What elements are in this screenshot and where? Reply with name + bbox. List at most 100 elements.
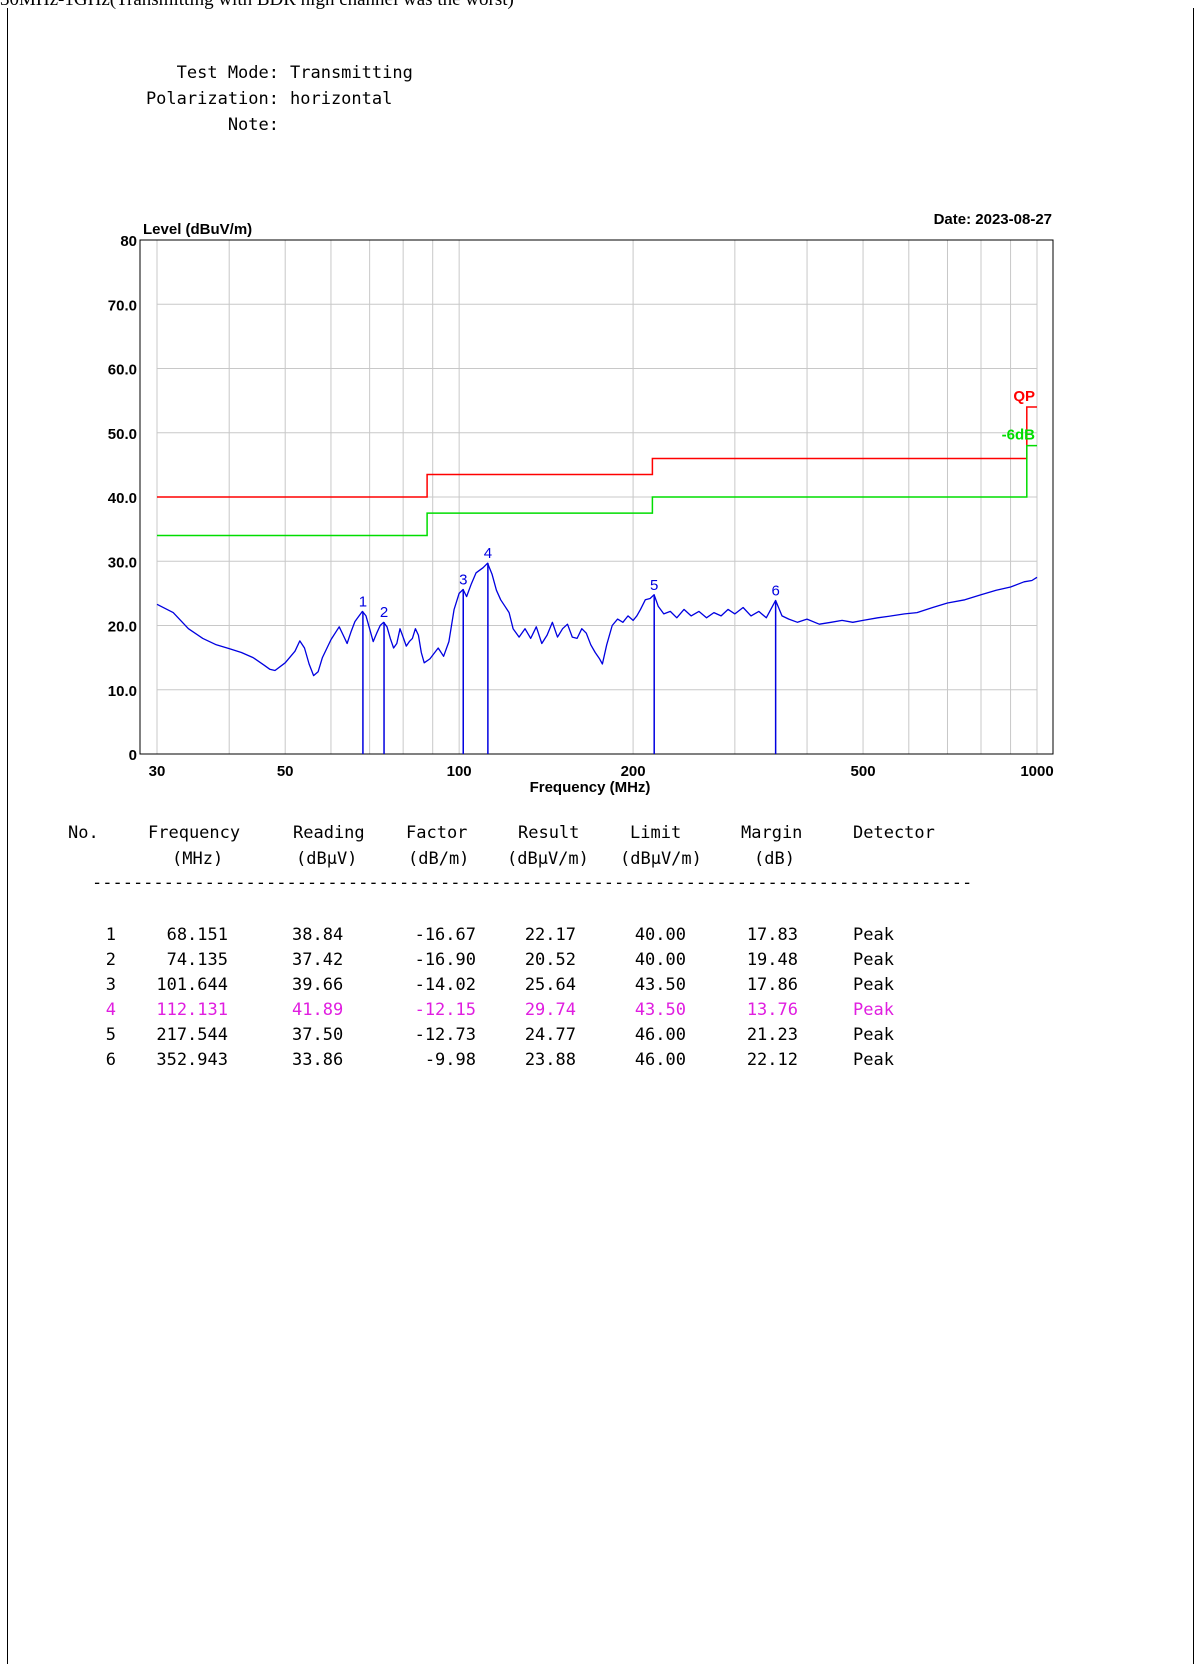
table-cell-reading: 37.50 [292, 1025, 344, 1045]
table-cell-margin: 21.23 [746, 1025, 798, 1045]
margin-limit-line [157, 444, 1037, 537]
table-cell-limit: 46.00 [634, 1025, 686, 1045]
table-cell-detector: Peak [853, 950, 894, 970]
table-cell-margin: 19.48 [746, 950, 798, 970]
table-cell-no: 5 [105, 1025, 116, 1045]
y-tick-label: 30.0 [108, 554, 137, 571]
table-cell-detector: Peak [853, 1000, 894, 1020]
emission-chart: 0 10.0 20.0 30.0 40.0 50.0 60.0 70.0 80 30 50 100 20… [108, 211, 1054, 796]
measurement-trace [156, 562, 1038, 677]
table-header-unit: (dBµV) [296, 849, 358, 869]
y-tick-label: 40.0 [108, 490, 137, 507]
table-cell-margin: 13.76 [746, 1000, 798, 1020]
chart-date: Date: 2023-08-27 [934, 211, 1052, 228]
table-cell-detector: Peak [853, 1050, 894, 1070]
table-cell-limit: 43.50 [634, 975, 686, 995]
table-header-cell: Reading [293, 823, 365, 843]
table-cell-reading: 38.84 [292, 925, 344, 945]
table-header-unit: (dBµV/m) [620, 849, 702, 869]
table-header-cell: Margin [741, 823, 803, 843]
table-header-cell: Result [518, 823, 580, 843]
y-tick-label: 80 [120, 233, 137, 250]
table-cell-result: 29.74 [524, 1000, 576, 1020]
table-separator: ----------------------------------------… [92, 873, 973, 893]
y-tick-label: 60.0 [108, 362, 137, 379]
table-cell-limit: 40.00 [634, 925, 686, 945]
table-header-cell: No. [68, 823, 99, 843]
table-header-unit: (dBµV/m) [507, 849, 589, 869]
marker-label: 3 [459, 571, 467, 588]
marker-label: 1 [359, 594, 367, 611]
x-axis-label: Frequency (MHz) [530, 779, 651, 796]
table-header-cell: Detector [853, 823, 935, 843]
table-cell-margin: 22.12 [746, 1050, 798, 1070]
table-cell-factor: -9.98 [424, 1050, 476, 1070]
table-cell-reading: 41.89 [292, 1000, 344, 1020]
table-cell-reading: 33.86 [292, 1050, 344, 1070]
table-cell-no: 1 [105, 925, 116, 945]
table-cell-factor: -16.90 [414, 950, 476, 970]
table-cell-no: 2 [105, 950, 116, 970]
table-cell-factor: -12.73 [414, 1025, 476, 1045]
table-cell-reading: 39.66 [292, 975, 344, 995]
polarization-value: horizontal [290, 89, 393, 109]
table-cell-limit: 43.50 [634, 1000, 686, 1020]
table-cell-limit: 40.00 [634, 950, 686, 970]
y-tick-label: 20.0 [108, 619, 137, 636]
table-cell-margin: 17.83 [746, 925, 798, 945]
margin-limit-label: -6dB [1002, 427, 1036, 444]
y-tick-label: 0 [129, 747, 137, 764]
table-cell-no: 4 [105, 1000, 116, 1020]
table-cell-factor: -14.02 [414, 975, 476, 995]
polarization-label: Polarization: [145, 89, 279, 109]
x-tick-label: 100 [447, 763, 472, 780]
table-cell-no: 6 [105, 1050, 116, 1070]
table-cell-frequency: 74.135 [166, 950, 228, 970]
page-frame [7, 8, 1194, 1664]
table-cell-detector: Peak [853, 1025, 894, 1045]
table-cell-factor: -12.15 [414, 1000, 476, 1020]
plot-frame [139, 239, 1054, 755]
table-cell-frequency: 352.943 [156, 1050, 228, 1070]
table-cell-result: 24.77 [524, 1025, 576, 1045]
qp-limit-label: QP [1013, 388, 1035, 405]
table-cell-no: 3 [105, 975, 116, 995]
table-header-unit: (MHz) [172, 849, 224, 869]
x-tick-label: 500 [851, 763, 876, 780]
x-tick-label: 1000 [1020, 763, 1053, 780]
x-tick-label: 50 [277, 763, 294, 780]
table-cell-result: 23.88 [524, 1050, 576, 1070]
table-cell-factor: -16.67 [414, 925, 476, 945]
y-tick-label: 50.0 [108, 426, 137, 443]
table-cell-result: 20.52 [524, 950, 576, 970]
marker-label: 5 [650, 577, 658, 594]
table-cell-detector: Peak [853, 975, 894, 995]
table-header-cell: Limit [630, 823, 682, 843]
table-cell-detector: Peak [853, 925, 894, 945]
table-header-unit: (dB) [754, 849, 795, 869]
table-cell-result: 25.64 [524, 975, 576, 995]
table-cell-margin: 17.86 [746, 975, 798, 995]
table-cell-frequency: 112.131 [156, 1000, 228, 1020]
qp-limit-line [157, 406, 1037, 498]
table-header-cell: Frequency [148, 823, 241, 843]
table-cell-reading: 37.42 [292, 950, 344, 970]
table-header-unit: (dB/m) [408, 849, 470, 869]
y-tick-label: 70.0 [108, 297, 137, 314]
table-cell-limit: 46.00 [634, 1050, 686, 1070]
page-header: 30MHz-1GHz(Transmitting with BDR high ch… [0, 0, 1195, 13]
y-axis-label: Level (dBuV/m) [143, 221, 252, 238]
marker-label: 4 [484, 545, 492, 562]
marker-label: 6 [771, 583, 779, 600]
x-tick-label: 200 [621, 763, 646, 780]
marker-label: 2 [380, 604, 388, 621]
x-tick-label: 30 [149, 763, 166, 780]
table-cell-frequency: 101.644 [156, 975, 228, 995]
test-mode-label: Test Mode: [176, 63, 279, 83]
test-mode-value: Transmitting [290, 63, 413, 83]
table-header-cell: Factor [406, 823, 468, 843]
note-label: Note: [227, 115, 279, 135]
table-cell-frequency: 217.544 [156, 1025, 228, 1045]
y-tick-label: 10.0 [108, 683, 137, 700]
table-cell-frequency: 68.151 [166, 925, 228, 945]
